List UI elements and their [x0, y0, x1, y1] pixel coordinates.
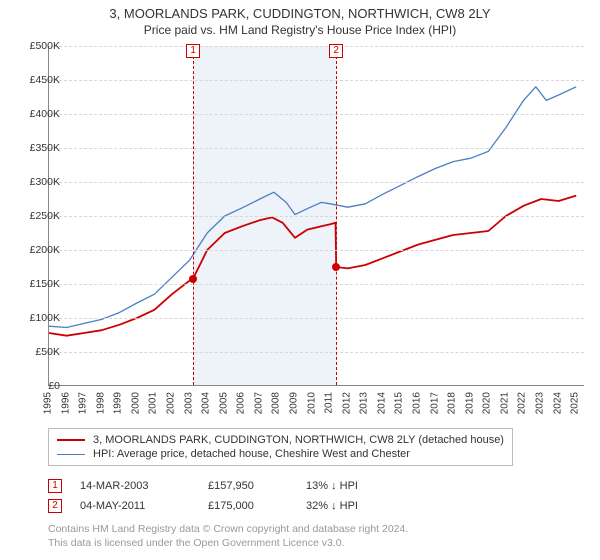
- ytick-label: £50K: [4, 346, 60, 358]
- legend-label-hpi: HPI: Average price, detached house, Ches…: [93, 448, 410, 460]
- xtick-label: 2008: [271, 392, 282, 414]
- xtick-label: 2016: [412, 392, 423, 414]
- xtick-label: 2001: [148, 392, 159, 414]
- xtick-label: 2024: [552, 392, 563, 414]
- ytick-label: £350K: [4, 142, 60, 154]
- event-vline: [193, 46, 194, 385]
- event-list: 1 14-MAR-2003 £157,950 13% ↓ HPI 2 04-MA…: [48, 476, 426, 516]
- event-price-2: £175,000: [208, 500, 288, 512]
- legend-item-property: 3, MOORLANDS PARK, CUDDINGTON, NORTHWICH…: [57, 433, 504, 447]
- gridline-h: [49, 318, 584, 319]
- xtick-label: 2013: [359, 392, 370, 414]
- event-price-1: £157,950: [208, 480, 288, 492]
- xtick-label: 1998: [95, 392, 106, 414]
- gridline-h: [49, 80, 584, 81]
- xtick-label: 1999: [113, 392, 124, 414]
- xtick-label: 2015: [394, 392, 405, 414]
- event-marker-1: 1: [186, 44, 200, 58]
- xtick-label: 2000: [130, 392, 141, 414]
- ytick-label: £500K: [4, 40, 60, 52]
- event-date-1: 14-MAR-2003: [80, 480, 190, 492]
- event-diff-1: 13% ↓ HPI: [306, 480, 426, 492]
- ytick-label: £150K: [4, 278, 60, 290]
- xtick-label: 2004: [201, 392, 212, 414]
- ytick-label: £400K: [4, 108, 60, 120]
- legend: 3, MOORLANDS PARK, CUDDINGTON, NORTHWICH…: [48, 428, 513, 466]
- ytick-label: £300K: [4, 176, 60, 188]
- chart-container: 3, MOORLANDS PARK, CUDDINGTON, NORTHWICH…: [0, 0, 600, 560]
- xtick-label: 2018: [447, 392, 458, 414]
- xtick-label: 2017: [429, 392, 440, 414]
- ytick-label: £100K: [4, 312, 60, 324]
- gridline-h: [49, 46, 584, 47]
- gridline-h: [49, 216, 584, 217]
- xtick-label: 2003: [183, 392, 194, 414]
- legend-item-hpi: HPI: Average price, detached house, Ches…: [57, 447, 504, 461]
- xtick-label: 1996: [60, 392, 71, 414]
- xtick-label: 2012: [341, 392, 352, 414]
- footer-line-2: This data is licensed under the Open Gov…: [48, 536, 408, 550]
- xtick-label: 2014: [376, 392, 387, 414]
- event-row-1: 1 14-MAR-2003 £157,950 13% ↓ HPI: [48, 476, 426, 496]
- event-marker-1: 1: [48, 479, 62, 493]
- event-vline: [336, 46, 337, 385]
- event-date-2: 04-MAY-2011: [80, 500, 190, 512]
- xtick-label: 2020: [482, 392, 493, 414]
- xtick-label: 2025: [570, 392, 581, 414]
- xtick-label: 2009: [289, 392, 300, 414]
- series-hpi: [49, 87, 576, 328]
- legend-label-property: 3, MOORLANDS PARK, CUDDINGTON, NORTHWICH…: [93, 434, 504, 446]
- chart-title: 3, MOORLANDS PARK, CUDDINGTON, NORTHWICH…: [0, 0, 600, 21]
- legend-swatch-hpi: [57, 454, 85, 455]
- ytick-label: £0: [4, 380, 60, 392]
- chart-plot-area: 12: [48, 46, 584, 386]
- gridline-h: [49, 284, 584, 285]
- xtick-label: 2019: [464, 392, 475, 414]
- event-row-2: 2 04-MAY-2011 £175,000 32% ↓ HPI: [48, 496, 426, 516]
- xtick-label: 2010: [306, 392, 317, 414]
- xtick-label: 2011: [324, 392, 335, 414]
- event-marker-2: 2: [48, 499, 62, 513]
- ytick-label: £200K: [4, 244, 60, 256]
- xtick-label: 1997: [78, 392, 89, 414]
- gridline-h: [49, 114, 584, 115]
- event-diff-2: 32% ↓ HPI: [306, 500, 426, 512]
- chart-subtitle: Price paid vs. HM Land Registry's House …: [0, 21, 600, 41]
- event-dot-2: [332, 263, 340, 271]
- legend-swatch-property: [57, 439, 85, 441]
- event-dot-1: [189, 275, 197, 283]
- event-marker-2: 2: [329, 44, 343, 58]
- gridline-h: [49, 182, 584, 183]
- xtick-label: 2002: [166, 392, 177, 414]
- gridline-h: [49, 352, 584, 353]
- xtick-label: 2022: [517, 392, 528, 414]
- xtick-label: 2021: [499, 392, 510, 414]
- footer-line-1: Contains HM Land Registry data © Crown c…: [48, 522, 408, 536]
- xtick-label: 2023: [535, 392, 546, 414]
- footer-attribution: Contains HM Land Registry data © Crown c…: [48, 522, 408, 550]
- xtick-label: 1995: [43, 392, 54, 414]
- ytick-label: £450K: [4, 74, 60, 86]
- xtick-label: 2005: [218, 392, 229, 414]
- gridline-h: [49, 148, 584, 149]
- xtick-label: 2007: [253, 392, 264, 414]
- gridline-h: [49, 250, 584, 251]
- xtick-label: 2006: [236, 392, 247, 414]
- ytick-label: £250K: [4, 210, 60, 222]
